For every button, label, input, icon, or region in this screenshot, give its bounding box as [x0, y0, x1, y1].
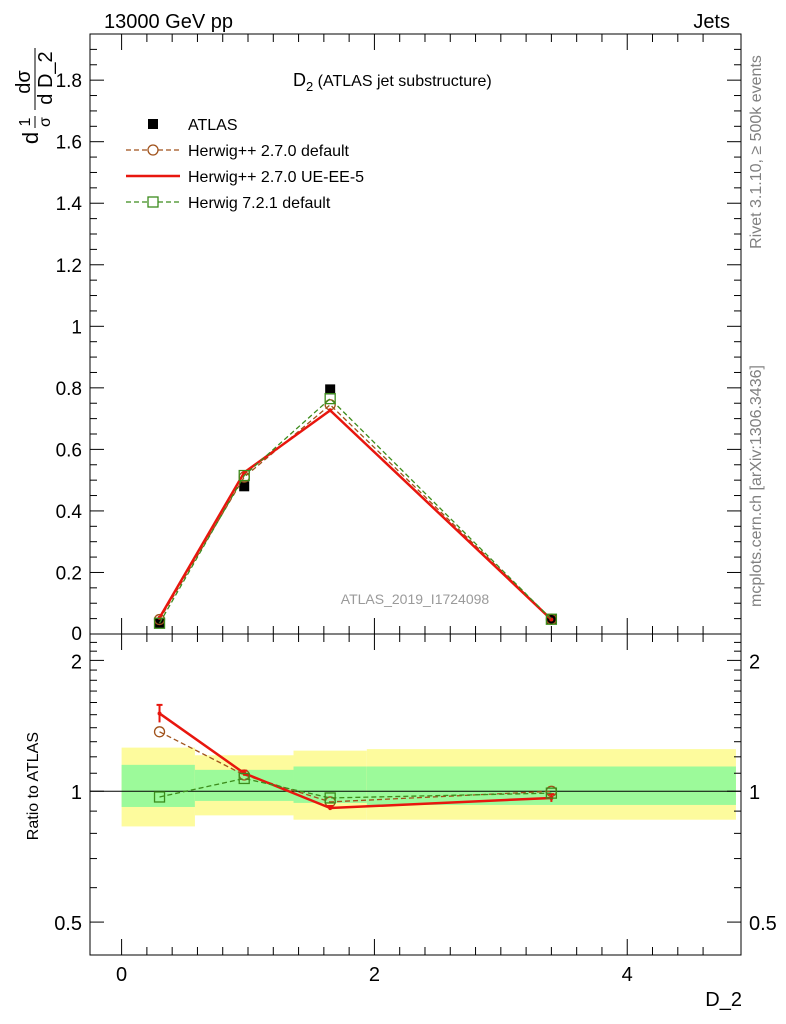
main-marker-dot: [328, 408, 333, 413]
main-y-tick-label: 0.8: [56, 379, 82, 400]
main-marker-square: [238, 469, 250, 482]
main-line-herwig-2-7-0-default: [158, 403, 552, 620]
legend-label: Herwig 7.2.1 default: [188, 195, 331, 212]
main-y-tick-label: 0.2: [56, 563, 82, 584]
main-marker-square: [545, 613, 558, 625]
main-y-tick-label: 0.4: [56, 502, 83, 523]
atlas-data-point: [239, 481, 250, 492]
legend-marker-data: [148, 119, 158, 129]
ratio-marker-square: [545, 787, 558, 799]
legend-label: Herwig++ 2.7.0 default: [188, 143, 350, 160]
main-marker-square: [324, 392, 336, 405]
main-y-zero-label: 0: [71, 624, 82, 645]
ratio-frame: [89, 633, 742, 956]
ratio-y-tick-label: 2: [71, 651, 82, 673]
x-axis-label: D_2: [705, 989, 742, 1011]
main-y-tick-label: 1.2: [56, 256, 82, 277]
main-marker-dot: [242, 470, 247, 475]
main-y-ticks: 0.2 0.4 0.6 0.8 1 1.2 1.4 1.6 1.8 0: [56, 48, 741, 645]
ratio-series: [153, 703, 558, 811]
ratio-x-ticks: 0 2 4: [116, 634, 704, 986]
x-tick-label: 2: [369, 964, 380, 986]
main-line-herwig-7-2-1-default: [158, 397, 552, 624]
ratio-panel: 0.5 0.5 1 1 2 2 0 2 4 Ratio to ATLAS D_2: [25, 633, 777, 1011]
main-y-tick-label: 1: [71, 317, 82, 338]
main-title: D2 (ATLAS jet substructure): [293, 70, 492, 94]
main-y-tick-label: 1.6: [56, 133, 82, 154]
ratio-line-herwig-2-7-0-ue-ee-5: [158, 712, 552, 810]
ylabel-sigma: σ: [37, 117, 54, 127]
ratio-marker-square: [324, 792, 336, 804]
analysis-watermark: ATLAS_2019_I1724098: [341, 591, 490, 607]
legend-marker-square: [147, 196, 159, 208]
rivet-label: Rivet 3.1.10, ≥ 500k events: [748, 55, 765, 249]
main-marker-square: [153, 617, 166, 629]
ratio-band-green: [121, 764, 195, 807]
main-title-subscript: 2: [306, 79, 313, 94]
ylabel-num: dσ: [13, 70, 35, 94]
ratio-y-tick-label: 0.5: [54, 913, 82, 935]
header-jets-label: Jets: [693, 11, 730, 33]
main-y-axis-label: d 1 σ dσ d D_2: [13, 48, 57, 144]
ratio-y-axis-label: Ratio to ATLAS: [25, 732, 42, 840]
x-tick-label: 4: [622, 964, 633, 986]
legend-label: ATLAS: [188, 117, 238, 134]
ratio-marker-circle: [153, 726, 166, 738]
main-y-tick-label: 1.8: [56, 71, 82, 92]
main-y-tick-label: 1.4: [56, 194, 83, 215]
ylabel-d: d: [18, 132, 43, 144]
x-tick-label: 0: [116, 964, 127, 986]
ylabel-one: 1: [17, 117, 34, 126]
main-series: [153, 384, 558, 629]
main-x-ticks: [121, 34, 704, 634]
main-panel: 0.2 0.4 0.6 0.8 1 1.2 1.4 1.6 1.8 0 D2 (ATLAS jet…: [13, 33, 742, 645]
ratio-y-tick-label-right: 2: [749, 651, 760, 673]
ylabel-den: d D_2: [35, 51, 57, 104]
main-y-tick-label: 0.6: [56, 440, 82, 461]
ratio-line-herwig-7-2-1-default: [159, 777, 552, 799]
ratio-y-tick-label: 1: [71, 782, 82, 804]
legend-marker-circle: [147, 144, 159, 156]
main-title-rest: (ATLAS jet substructure): [313, 73, 491, 90]
main-line-herwig-2-7-0-ue-ee-5: [158, 408, 553, 621]
ratio-marker-square: [153, 791, 166, 803]
mcplots-label: mcplots.cern.ch [arXiv:1306.3436]: [748, 365, 765, 607]
header-energy-label: 13000 GeV pp: [104, 11, 233, 33]
atlas-data-point: [325, 384, 336, 395]
legend: ATLAS Herwig++ 2.7.0 default Herwig++ 2.7.…: [126, 117, 364, 212]
ratio-y-tick-label-right: 1: [749, 782, 760, 804]
ratio-marker-square: [238, 772, 250, 785]
legend-label: Herwig++ 2.7.0 UE-EE-5: [188, 169, 364, 186]
ratio-y-tick-label-right: 0.5: [749, 913, 777, 935]
ratio-y-ticks: 0.5 0.5 1 1 2 2: [54, 641, 777, 935]
main-title-symbol: D: [293, 70, 306, 90]
